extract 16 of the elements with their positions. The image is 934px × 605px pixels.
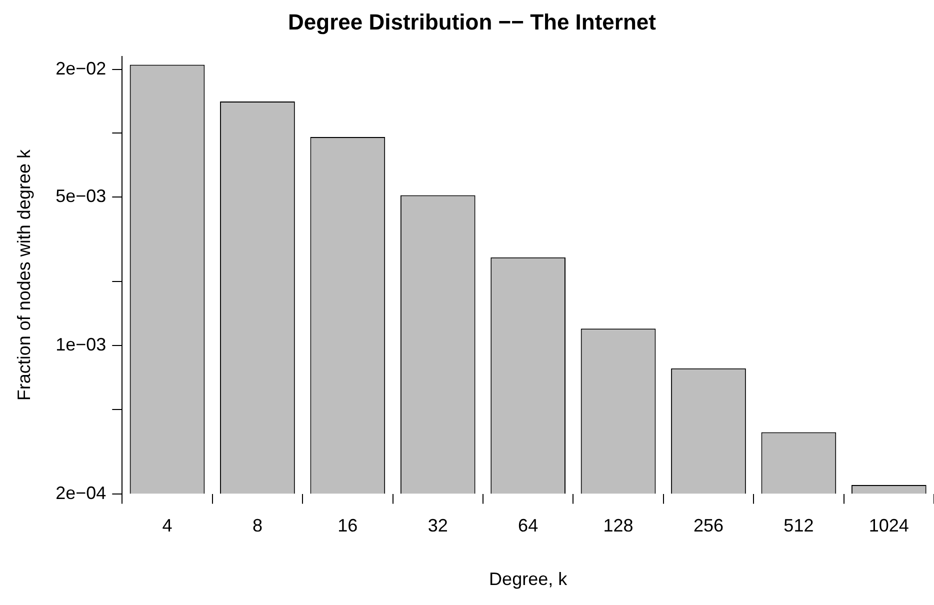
chart-title: Degree Distribution −− The Internet — [288, 9, 657, 34]
y-axis-title: Fraction of nodes with degree k — [14, 148, 34, 401]
y-tick-label: 5e−03 — [56, 186, 106, 206]
y-tick-label: 2e−04 — [56, 482, 106, 503]
x-tick-label: 4 — [162, 516, 172, 536]
x-tick-label: 64 — [518, 516, 538, 536]
y-tick-label: 1e−03 — [56, 334, 106, 354]
x-tick-label: 128 — [603, 516, 634, 536]
y-tick-label: 2e−02 — [56, 58, 106, 78]
x-tick-label: 256 — [693, 516, 724, 536]
x-tick-label: 1024 — [868, 516, 909, 536]
x-tick-label: 16 — [338, 516, 358, 536]
x-tick-label: 8 — [252, 516, 262, 536]
x-tick-label: 512 — [784, 516, 814, 536]
x-tick-label: 32 — [428, 516, 448, 536]
x-axis-title: Degree, k — [489, 569, 568, 590]
